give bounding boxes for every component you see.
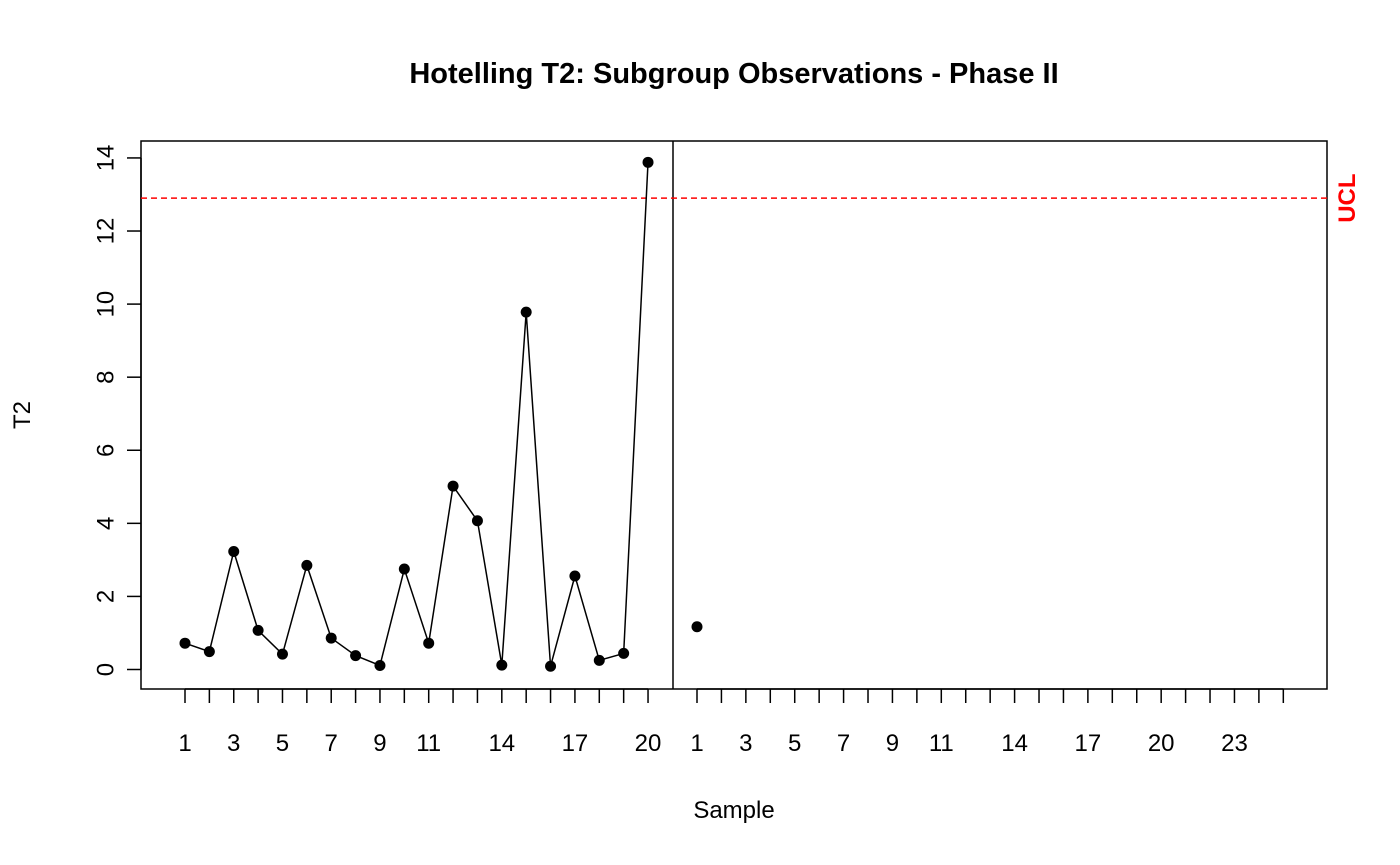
y-tick-label: 0 xyxy=(92,663,119,676)
phase1-point xyxy=(520,306,532,318)
x-axis: 1 3 5 7 9 11 14 17 20 1 3 5 7 9 11 14 17 20 23 xyxy=(178,688,1285,757)
phase2-x-tick-label: 3 xyxy=(739,730,752,757)
ucl-label: UCL xyxy=(1334,173,1361,222)
phase1-series-line xyxy=(184,162,649,667)
y-axis-label: T2 xyxy=(9,401,36,429)
phase2-x-tick-label: 5 xyxy=(788,730,801,757)
phase1-point xyxy=(374,659,386,671)
phase1-x-tick-label: 9 xyxy=(373,730,386,757)
phase1-point xyxy=(228,545,240,557)
phase1-point xyxy=(423,637,435,649)
phase2-x-tick-label: 1 xyxy=(690,730,703,757)
phase1-x-tick-label: 11 xyxy=(416,730,441,757)
phase1-point xyxy=(618,647,630,659)
phase2-x-tick-label: 7 xyxy=(837,730,850,757)
phase1-point xyxy=(350,650,362,662)
phase1-point xyxy=(325,632,337,644)
phase1-point xyxy=(276,648,288,660)
phase1-x-tick-label: 3 xyxy=(227,730,240,757)
phase1-point xyxy=(496,659,508,671)
phase1-x-tick-label: 5 xyxy=(276,730,289,757)
phase1-point xyxy=(593,654,605,666)
phase1-x-tick-label: 14 xyxy=(488,730,515,757)
phase2-x-tick-label: 9 xyxy=(886,730,899,757)
phase1-point xyxy=(569,570,581,582)
phase2-x-tick-label: 20 xyxy=(1148,730,1175,757)
phase1-point xyxy=(179,637,191,649)
phase2-x-tick-label: 23 xyxy=(1221,730,1248,757)
phase1-x-tick-label: 7 xyxy=(325,730,338,757)
y-tick-label: 2 xyxy=(92,590,119,603)
phase2-x-tick-label: 17 xyxy=(1075,730,1102,757)
y-tick-label: 8 xyxy=(92,371,119,384)
y-tick-label: 6 xyxy=(92,444,119,457)
y-tick-label: 14 xyxy=(92,145,119,172)
series-group xyxy=(179,156,703,672)
phase1-point xyxy=(301,559,313,571)
x-axis-label: Sample xyxy=(693,797,774,824)
plot-frame xyxy=(140,140,1328,690)
phase2-point xyxy=(691,621,703,633)
phase1-point xyxy=(545,660,557,672)
phase1-x-tick-label: 1 xyxy=(178,730,191,757)
phase1-x-tick-label: 17 xyxy=(562,730,589,757)
phase1-point xyxy=(447,480,459,492)
y-axis: 0 2 4 6 8 10 12 14 xyxy=(92,145,142,676)
phase1-x-tick-label: 20 xyxy=(635,730,662,757)
y-tick-label: 4 xyxy=(92,517,119,530)
phase2-x-tick-label: 11 xyxy=(929,730,954,757)
y-tick-label: 12 xyxy=(92,218,119,245)
phase1-point xyxy=(203,646,215,658)
phase2-x-tick-label: 14 xyxy=(1001,730,1028,757)
chart-title: Hotelling T2: Subgroup Observations - Ph… xyxy=(409,58,1058,90)
phase1-point xyxy=(642,156,654,168)
y-tick-label: 10 xyxy=(92,291,119,318)
phase1-point xyxy=(471,515,483,527)
phase1-point xyxy=(398,563,410,575)
ucl-group: UCL xyxy=(141,173,1361,223)
phase1-point xyxy=(252,624,264,636)
